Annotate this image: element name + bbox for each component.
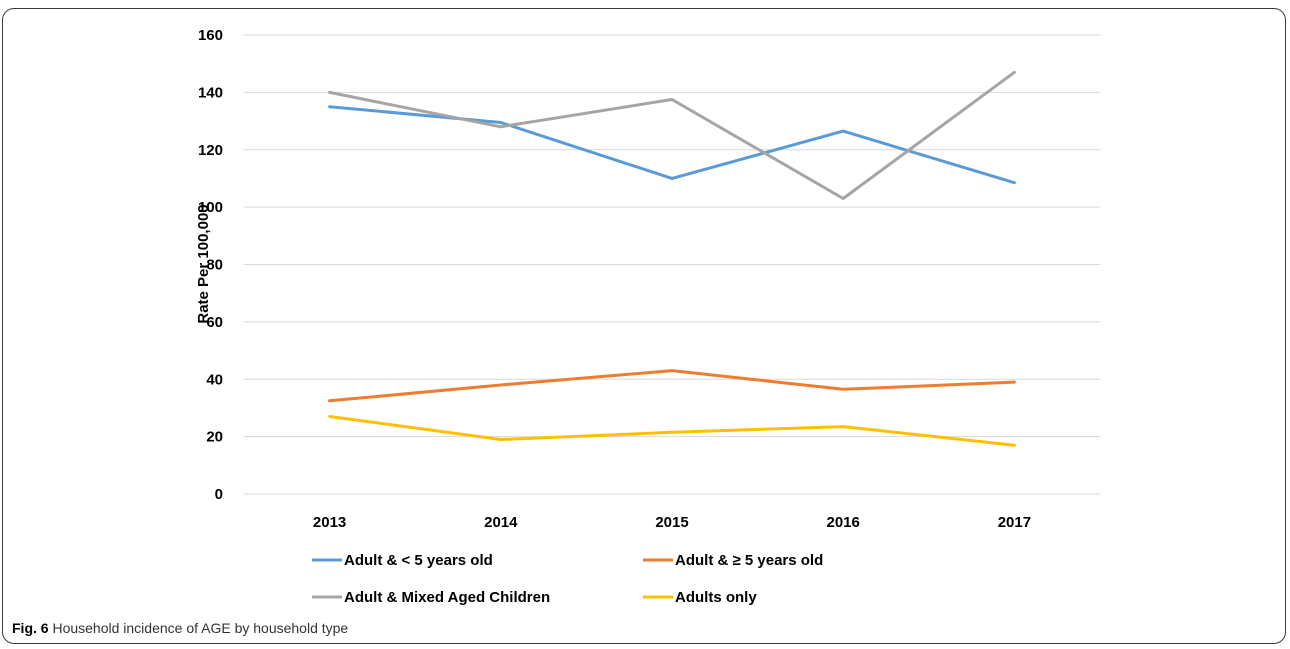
y-axis-title: Rate Per 100,000 bbox=[195, 204, 212, 323]
x-tick-labels: 2013 2014 2015 2016 2017 bbox=[313, 514, 1031, 531]
legend: Adult & < 5 years old Adult & ≥ 5 years o… bbox=[312, 552, 823, 606]
y-tick-label: 160 bbox=[198, 27, 223, 44]
legend-label: Adult & ≥ 5 years old bbox=[675, 552, 823, 569]
x-tick-label: 2013 bbox=[313, 514, 346, 531]
figure-caption-text: Household incidence of AGE by household … bbox=[52, 620, 349, 636]
y-tick-label: 0 bbox=[215, 486, 223, 503]
series-lines bbox=[328, 70, 1016, 447]
y-tick-label: 140 bbox=[198, 84, 223, 101]
y-tick-labels: 0 20 40 60 80 100 120 140 160 bbox=[198, 27, 223, 503]
series-line-2 bbox=[328, 70, 1016, 200]
legend-label: Adult & < 5 years old bbox=[344, 552, 493, 569]
y-tick-label: 60 bbox=[206, 314, 223, 331]
figure-frame bbox=[2, 8, 1286, 644]
y-tick-label: 100 bbox=[198, 199, 223, 216]
x-tick-label: 2014 bbox=[484, 514, 518, 531]
legend-label: Adults only bbox=[675, 589, 757, 606]
y-tick-label: 120 bbox=[198, 142, 223, 159]
y-tick-label: 40 bbox=[206, 371, 223, 388]
gridlines bbox=[244, 34, 1100, 495]
figure-number: Fig. 6 bbox=[12, 620, 49, 636]
series-line-3 bbox=[328, 415, 1016, 447]
y-tick-label: 80 bbox=[206, 257, 223, 274]
x-tick-label: 2015 bbox=[655, 514, 688, 531]
legend-label: Adult & Mixed Aged Children bbox=[344, 589, 550, 606]
series-line-1 bbox=[328, 369, 1016, 403]
x-tick-label: 2016 bbox=[827, 514, 860, 531]
x-tick-label: 2017 bbox=[998, 514, 1031, 531]
y-tick-label: 20 bbox=[206, 429, 223, 446]
series-line-0 bbox=[328, 105, 1016, 185]
figure-caption: Fig. 6 Household incidence of AGE by hou… bbox=[12, 620, 348, 636]
